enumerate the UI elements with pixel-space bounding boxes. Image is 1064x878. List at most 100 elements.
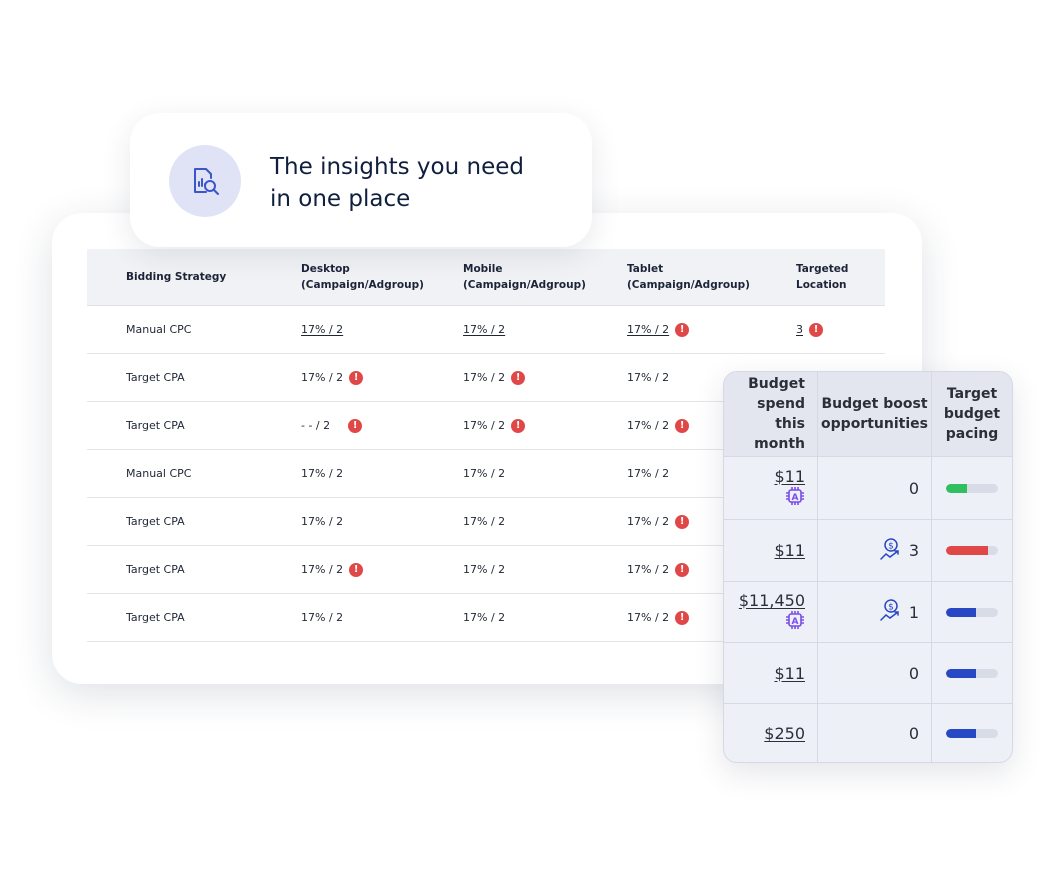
insight-title-line1: The insights you need — [270, 154, 524, 180]
data-cell: - - / 2! — [301, 402, 363, 449]
value-link[interactable]: 3 — [796, 323, 803, 336]
value-link[interactable]: 17% / 2 — [627, 323, 670, 336]
pacing-bar — [946, 729, 998, 738]
budget-boost-count: 0 — [908, 663, 919, 683]
data-cell: 17% / 2 — [463, 546, 505, 593]
pacing-bar-fill — [946, 607, 977, 617]
budget-panel: Budget spend this month Budget boost opp… — [723, 371, 1013, 763]
warning-icon[interactable]: ! — [809, 322, 823, 337]
value-text: 17% / 2 — [627, 515, 670, 528]
pacing-cell — [932, 643, 1012, 703]
budget-spend-link[interactable]: $11,450 — [738, 590, 805, 610]
value-text: 17% / 2 — [627, 419, 670, 432]
budget-spend-link[interactable]: $11 — [774, 663, 805, 683]
value-text: 17% / 2 — [301, 563, 344, 576]
budget-boost-cell: $3 — [818, 520, 932, 581]
value-text: 17% / 2 — [463, 419, 506, 432]
budget-boost-count: 0 — [908, 724, 919, 743]
value-link[interactable]: 17% / 2 — [463, 323, 506, 336]
bidding-strategy-cell: Target CPA — [126, 611, 185, 624]
warning-icon[interactable]: ! — [349, 562, 364, 577]
budget-boost-count: 0 — [908, 478, 919, 498]
column-header: Desktop (Campaign/Adgroup) — [301, 249, 424, 305]
data-cell: 17% / 2 — [301, 498, 343, 545]
data-cell: 17% / 2 — [627, 354, 669, 401]
warning-icon[interactable]: ! — [675, 514, 690, 529]
budget-boost-icon[interactable]: $ — [879, 598, 903, 626]
warning-icon[interactable]: ! — [675, 610, 690, 625]
bidding-strategy-cell: Target CPA — [126, 371, 185, 384]
budget-header: Budget spend this month Budget boost opp… — [724, 372, 1012, 457]
data-cell: 17% / 2 — [463, 306, 505, 353]
column-header-line: (Campaign/Adgroup) — [627, 279, 750, 291]
warning-icon[interactable]: ! — [511, 370, 526, 385]
warning-icon[interactable]: ! — [675, 418, 690, 433]
budget-row: $11 $3 — [724, 520, 1012, 582]
data-cell: 17% / 2! — [627, 594, 690, 641]
column-header: Bidding Strategy — [126, 249, 226, 305]
budget-boost-cell: 0 — [818, 457, 932, 519]
automation-chip-icon: A — [785, 486, 805, 510]
svg-text:A: A — [792, 617, 799, 627]
warning-icon[interactable]: ! — [348, 418, 363, 433]
warning-icon[interactable]: ! — [675, 562, 690, 577]
value-text: 17% / 2 — [301, 611, 344, 624]
value-text: 17% / 2 — [301, 371, 344, 384]
table-row: Target CPA 17% / 2 17% / 2 17% / 2! — [87, 498, 885, 546]
value-text: 17% / 2 — [627, 467, 670, 480]
table-row: Target CPA - - / 2! 17% / 2! 17% / 2! — [87, 402, 885, 450]
budget-spend-link[interactable]: $11 — [774, 541, 805, 560]
pacing-bar-fill — [946, 483, 967, 493]
budget-boost-cell: 0 — [818, 643, 932, 703]
value-text: 17% / 2 — [463, 467, 506, 480]
data-cell: 3! — [796, 306, 823, 353]
value-text: 17% / 2 — [463, 371, 506, 384]
column-header: Tablet (Campaign/Adgroup) — [627, 249, 750, 305]
svg-text:A: A — [792, 493, 799, 503]
data-cell: 17% / 2 — [463, 594, 505, 641]
data-cell: 17% / 2! — [301, 546, 364, 593]
column-header-line: (Campaign/Adgroup) — [301, 279, 424, 291]
budget-boost-count: 1 — [908, 602, 919, 622]
value-text: 17% / 2 — [301, 467, 344, 480]
value-link[interactable]: 17% / 2 — [301, 323, 344, 336]
column-header-line: Targeted — [796, 263, 849, 275]
budget-spend-cell: $11 A — [724, 457, 818, 519]
bidding-strategy-cell: Target CPA — [126, 515, 185, 528]
pacing-bar-fill — [946, 546, 988, 555]
pacing-cell — [932, 704, 1012, 762]
warning-icon[interactable]: ! — [349, 370, 364, 385]
value-text: 17% / 2 — [301, 515, 344, 528]
header-target-pacing: Target budget pacing — [943, 386, 1001, 442]
header-budget-spend: Budget spend this month — [724, 372, 818, 456]
data-cell: 17% / 2 — [301, 594, 343, 641]
warning-icon[interactable]: ! — [511, 418, 526, 433]
pacing-bar — [946, 483, 998, 493]
data-cell: 17% / 2! — [627, 402, 690, 449]
value-text: 17% / 2 — [627, 563, 670, 576]
pacing-bar — [946, 607, 998, 617]
budget-spend-link[interactable]: $250 — [764, 724, 805, 743]
budget-spend-link[interactable]: $11 — [774, 466, 805, 486]
budget-boost-icon[interactable]: $ — [879, 537, 903, 565]
budget-spend-cell: $11 — [724, 643, 818, 703]
value-text: 17% / 2 — [627, 371, 670, 384]
data-cell: 17% / 2! — [627, 306, 690, 353]
bidding-table: Bidding Strategy Desktop (Campaign/Adgroup… — [87, 249, 885, 642]
insight-title-line2: in one place — [270, 186, 411, 212]
value-text: 17% / 2 — [463, 611, 506, 624]
pacing-cell — [932, 457, 1012, 519]
warning-icon[interactable]: ! — [675, 322, 690, 337]
column-header-line: Desktop — [301, 263, 350, 275]
table-row: Target CPA 17% / 2! 17% / 2! 17% / 2 — [87, 354, 885, 402]
value-text: 17% / 2 — [627, 611, 670, 624]
budget-row: $11 0 — [724, 643, 1012, 704]
data-cell: 17% / 2 — [463, 498, 505, 545]
insight-callout: The insights you need in one place — [130, 113, 592, 247]
data-cell: 17% / 2 — [301, 450, 343, 497]
automation-chip-icon: A — [785, 610, 805, 634]
data-cell: 17% / 2! — [627, 546, 690, 593]
budget-row: $11 A 0 — [724, 457, 1012, 520]
budget-row: $11,450 A $1 — [724, 582, 1012, 643]
table-row: Manual CPC 17% / 2 17% / 2 17% / 2 — [87, 450, 885, 498]
